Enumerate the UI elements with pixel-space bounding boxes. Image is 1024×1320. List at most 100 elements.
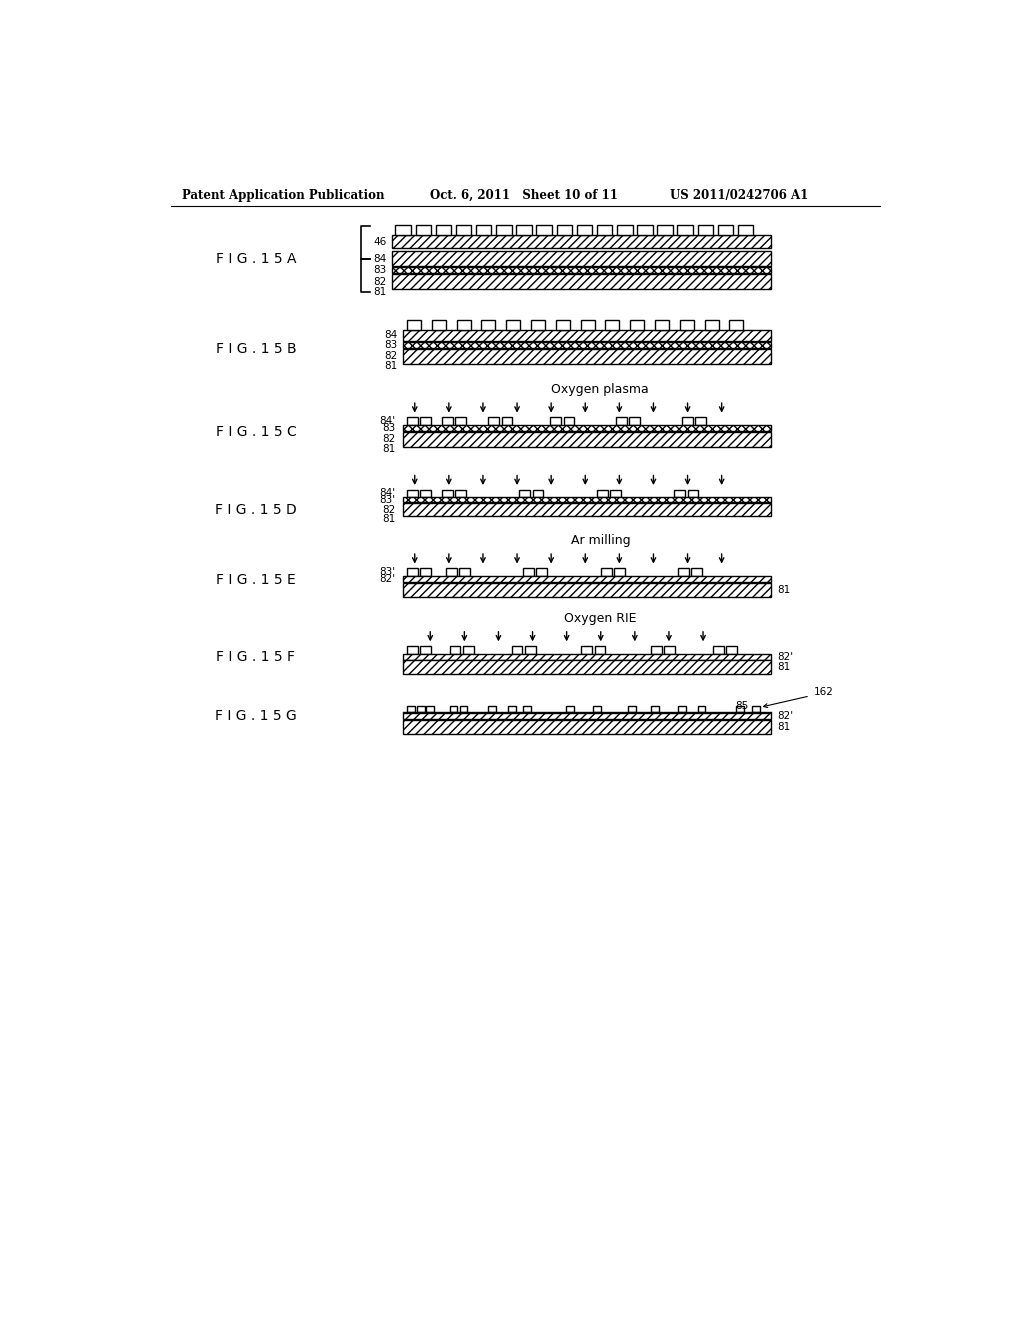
Text: 82': 82' [379, 574, 395, 583]
Bar [537, 224, 552, 235]
Text: 82: 82 [382, 434, 395, 445]
Bar [456, 224, 471, 235]
Bar [508, 706, 515, 711]
Text: US 2011/0242706 A1: US 2011/0242706 A1 [671, 189, 809, 202]
Bar [403, 330, 771, 341]
Bar [463, 645, 474, 653]
Bar [426, 706, 434, 711]
Text: 83: 83 [374, 265, 387, 275]
Bar [476, 224, 492, 235]
Text: 82: 82 [382, 504, 395, 515]
Bar [403, 576, 771, 582]
Text: 82: 82 [384, 351, 397, 362]
Bar [680, 321, 693, 330]
Bar [420, 568, 431, 576]
Bar [395, 224, 411, 235]
Text: 81: 81 [382, 513, 395, 524]
Bar [581, 321, 595, 330]
Text: 81: 81 [777, 585, 791, 594]
Text: F I G . 1 5 E: F I G . 1 5 E [216, 573, 296, 586]
Bar [738, 224, 754, 235]
Bar [577, 224, 592, 235]
Bar [407, 321, 421, 330]
Bar [481, 321, 496, 330]
Bar [697, 706, 706, 711]
Bar [488, 417, 500, 425]
Bar [651, 645, 662, 653]
Bar [407, 490, 418, 498]
Bar [651, 706, 658, 711]
Bar [566, 706, 573, 711]
Bar [432, 321, 445, 330]
Bar [391, 275, 771, 289]
Bar [420, 417, 431, 425]
Bar [736, 706, 744, 711]
Text: 81: 81 [382, 445, 395, 454]
Text: 84: 84 [384, 330, 397, 341]
Bar [637, 224, 652, 235]
Bar [407, 417, 418, 425]
Bar [695, 417, 707, 425]
Bar [407, 706, 415, 711]
Bar [678, 568, 689, 576]
Bar [523, 568, 535, 576]
Bar [450, 645, 461, 653]
Bar [617, 224, 633, 235]
Bar [391, 267, 771, 273]
Text: F I G . 1 5 F: F I G . 1 5 F [216, 649, 295, 664]
Bar [524, 645, 536, 653]
Bar [628, 706, 636, 711]
Text: 83: 83 [382, 422, 395, 433]
Text: F I G . 1 5 A: F I G . 1 5 A [216, 252, 296, 265]
Bar [403, 342, 771, 348]
Bar [435, 224, 452, 235]
Bar [407, 568, 418, 576]
Bar [403, 582, 771, 597]
Bar [678, 706, 686, 711]
Text: F I G . 1 5 G: F I G . 1 5 G [215, 709, 297, 723]
Text: F I G . 1 5 C: F I G . 1 5 C [215, 425, 296, 438]
Bar [705, 321, 719, 330]
Bar [407, 645, 418, 653]
Bar [442, 490, 453, 498]
Bar [502, 417, 512, 425]
Bar [687, 490, 698, 498]
Text: Patent Application Publication: Patent Application Publication [182, 189, 385, 202]
Bar [550, 417, 561, 425]
Bar [403, 719, 771, 734]
Bar [531, 321, 545, 330]
Bar [391, 251, 771, 267]
Text: 84': 84' [379, 416, 395, 426]
Text: Oxygen plasma: Oxygen plasma [552, 383, 649, 396]
Bar [752, 706, 760, 711]
Bar [403, 503, 771, 516]
Bar [403, 432, 771, 447]
Bar [442, 417, 453, 425]
Bar [537, 568, 547, 576]
Bar [682, 417, 693, 425]
Text: F I G . 1 5 B: F I G . 1 5 B [216, 342, 296, 355]
Bar [445, 568, 457, 576]
Bar [605, 321, 620, 330]
Bar [630, 417, 640, 425]
Text: Ar milling: Ar milling [570, 533, 630, 546]
Bar [460, 706, 467, 711]
Bar [630, 321, 644, 330]
Text: Oct. 6, 2011   Sheet 10 of 11: Oct. 6, 2011 Sheet 10 of 11 [430, 189, 618, 202]
Bar [610, 490, 621, 498]
Text: 82: 82 [374, 277, 387, 286]
Bar [557, 224, 572, 235]
Text: 83': 83' [379, 495, 395, 504]
Bar [416, 224, 431, 235]
Text: 162: 162 [814, 686, 834, 697]
Text: 81: 81 [777, 663, 791, 672]
Bar [614, 568, 625, 576]
Text: F I G . 1 5 D: F I G . 1 5 D [215, 503, 297, 516]
Bar [391, 235, 771, 248]
Bar [678, 224, 693, 235]
Bar [519, 490, 530, 498]
Bar [595, 645, 605, 653]
Text: 84': 84' [379, 488, 395, 499]
Text: 81: 81 [777, 722, 791, 731]
Bar [655, 321, 669, 330]
